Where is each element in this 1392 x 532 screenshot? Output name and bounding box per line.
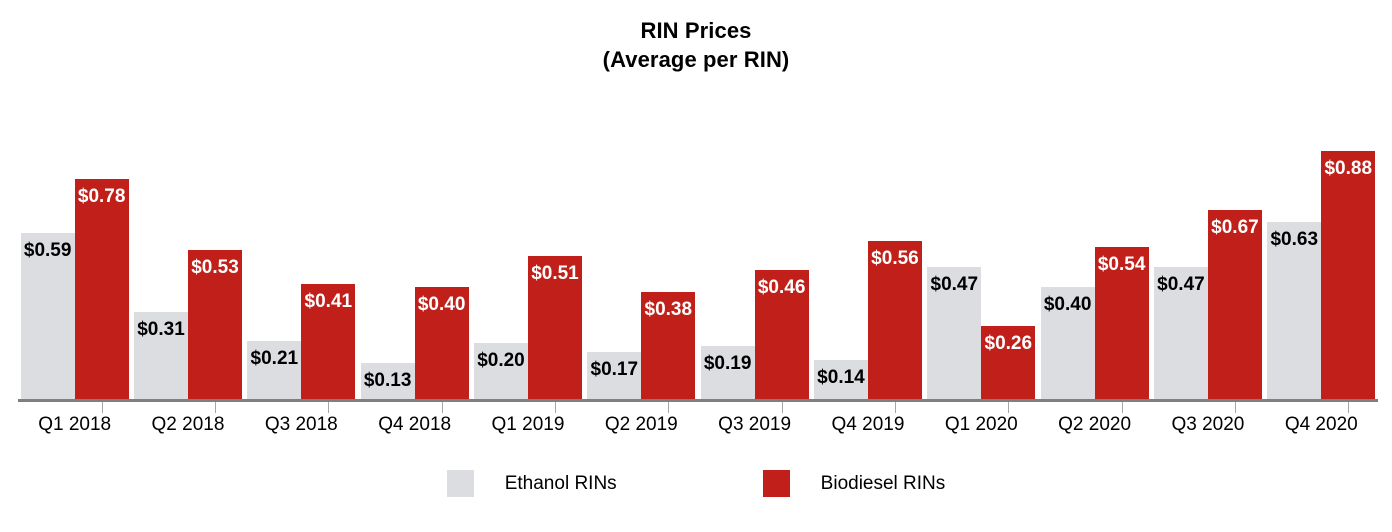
bar-value-label: $0.19 [703, 353, 752, 375]
bar-group: $0.17 $0.38 [585, 110, 698, 400]
x-axis-tick [781, 402, 783, 413]
chart-title: RIN Prices [640, 18, 752, 43]
bar-ethanol[interactable]: $0.14 [813, 360, 868, 400]
bar-value-label: $0.14 [817, 367, 865, 389]
x-axis-label: Q1 2018 [38, 414, 112, 435]
bar-value-label: $0.67 [1211, 217, 1259, 239]
bar-group: $0.47 $0.67 [1151, 110, 1264, 400]
bar-value-label: $0.47 [1157, 273, 1205, 295]
bar-ethanol[interactable]: $0.13 [360, 363, 415, 400]
bar-group: $0.20 $0.51 [471, 110, 584, 400]
bar-group: $0.47 $0.26 [925, 110, 1038, 400]
x-axis-label: Q3 2020 [1171, 414, 1245, 435]
bar-value-label: $0.40 [1043, 293, 1092, 315]
bar-value-label: $0.13 [363, 370, 412, 392]
bar-ethanol[interactable]: $0.63 [1267, 221, 1322, 400]
bar-ethanol[interactable]: $0.59 [20, 232, 75, 400]
legend-swatch-icon [446, 470, 474, 497]
x-axis-tick [555, 402, 556, 413]
bar-value-label: $0.46 [757, 276, 806, 298]
x-axis-line [18, 399, 1378, 402]
bar-group: $0.14 $0.56 [811, 110, 924, 400]
x-axis-labels: Q1 2018 Q2 2018 Q3 2018 Q4 2018 Q1 2019 Q2 20… [18, 413, 1378, 437]
chart-legend: Ethanol RINs Biodiesel RINs [0, 470, 1392, 497]
legend-swatch-icon [762, 470, 790, 497]
bar-value-label: $0.88 [1324, 157, 1373, 179]
bar-value-label: $0.78 [77, 186, 126, 207]
x-axis-label: Q3 2018 [264, 414, 338, 435]
bar-biodiesel[interactable]: $0.78 [74, 179, 129, 400]
x-axis-tick [1348, 402, 1350, 413]
x-axis-tick [215, 402, 216, 413]
bar-value-label: $0.17 [590, 358, 639, 380]
chart-subtitle: (Average per RIN) [602, 47, 790, 72]
chart-title-block: RIN Prices (Average per RIN) [0, 16, 1392, 74]
bar-value-label: $0.51 [531, 262, 579, 284]
x-axis-label: Q4 2018 [378, 414, 452, 435]
bar-biodiesel[interactable]: $0.46 [754, 269, 809, 400]
bar-value-label: $0.63 [1270, 228, 1319, 250]
x-axis-label: Q3 2019 [718, 414, 792, 435]
bar-value-label: $0.54 [1097, 254, 1146, 275]
x-axis-label: Q4 2020 [1284, 414, 1358, 435]
bar-ethanol[interactable]: $0.19 [700, 346, 755, 400]
bar-group: $0.31 $0.53 [131, 110, 244, 400]
bar-group: $0.13 $0.40 [358, 110, 471, 400]
bar-value-label: $0.59 [23, 239, 72, 261]
bar-biodiesel[interactable]: $0.53 [187, 249, 242, 400]
x-axis-label: Q1 2019 [491, 414, 565, 435]
bar-biodiesel[interactable]: $0.88 [1321, 150, 1376, 400]
bar-value-label: $0.56 [871, 248, 919, 270]
legend-item[interactable]: Biodiesel RINs [762, 470, 946, 497]
bar-group: $0.19 $0.46 [698, 110, 811, 400]
x-axis-tick [1008, 402, 1010, 413]
bar-ethanol[interactable]: $0.17 [587, 351, 642, 400]
bar-group: $0.40 $0.54 [1038, 110, 1151, 400]
bar-biodiesel[interactable]: $0.51 [527, 255, 582, 400]
bar-group: $0.63 $0.88 [1265, 110, 1378, 400]
legend-label: Biodiesel RINs [820, 472, 946, 494]
bar-ethanol[interactable]: $0.47 [927, 266, 982, 400]
bar-value-label: $0.41 [304, 290, 353, 312]
bar-ethanol[interactable]: $0.40 [1040, 286, 1095, 400]
bar-ethanol[interactable]: $0.31 [133, 312, 188, 400]
bar-biodiesel[interactable]: $0.56 [867, 241, 922, 400]
x-axis-tick [441, 402, 443, 413]
x-axis-tick [328, 402, 330, 413]
x-axis-label: Q2 2019 [604, 414, 678, 435]
x-axis-tick [668, 402, 670, 413]
bar-biodiesel[interactable]: $0.67 [1207, 210, 1262, 400]
bar-value-label: $0.20 [477, 350, 525, 372]
bar-ethanol[interactable]: $0.47 [1153, 266, 1208, 400]
bar-biodiesel[interactable]: $0.40 [414, 286, 469, 400]
x-axis-label: Q2 2020 [1058, 414, 1132, 435]
x-axis-tick [1235, 402, 1236, 413]
x-axis-label: Q2 2018 [151, 414, 225, 435]
bar-value-label: $0.47 [930, 273, 979, 295]
bar-groups: $0.59 $0.78 $0.31 $0.53 $0.21 $0.41 $0.13 $0.40… [18, 110, 1378, 400]
x-axis-tick [1121, 402, 1123, 413]
bar-value-label: $0.26 [984, 333, 1033, 355]
legend-item[interactable]: Ethanol RINs [446, 470, 617, 497]
bar-biodiesel[interactable]: $0.26 [981, 326, 1036, 400]
bar-group: $0.21 $0.41 [245, 110, 358, 400]
x-axis-label: Q4 2019 [831, 414, 905, 435]
bar-biodiesel[interactable]: $0.54 [1094, 247, 1149, 400]
bar-biodiesel[interactable]: $0.41 [301, 283, 356, 400]
bar-value-label: $0.21 [250, 347, 299, 369]
bar-group: $0.59 $0.78 [18, 110, 131, 400]
bar-ethanol[interactable]: $0.20 [473, 343, 528, 400]
plot-area: $0.59 $0.78 $0.31 $0.53 $0.21 $0.41 $0.13 $0.40… [18, 110, 1378, 413]
bar-value-label: $0.53 [191, 256, 239, 278]
x-axis-tick [895, 402, 896, 413]
legend-label: Ethanol RINs [504, 472, 617, 494]
bar-value-label: $0.40 [417, 293, 466, 315]
x-axis-tick [101, 402, 103, 413]
bar-ethanol[interactable]: $0.21 [247, 340, 302, 400]
bar-value-label: $0.31 [137, 319, 185, 341]
bar-value-label: $0.38 [644, 299, 693, 321]
bar-biodiesel[interactable]: $0.38 [641, 292, 696, 400]
x-axis-label: Q1 2020 [944, 414, 1018, 435]
